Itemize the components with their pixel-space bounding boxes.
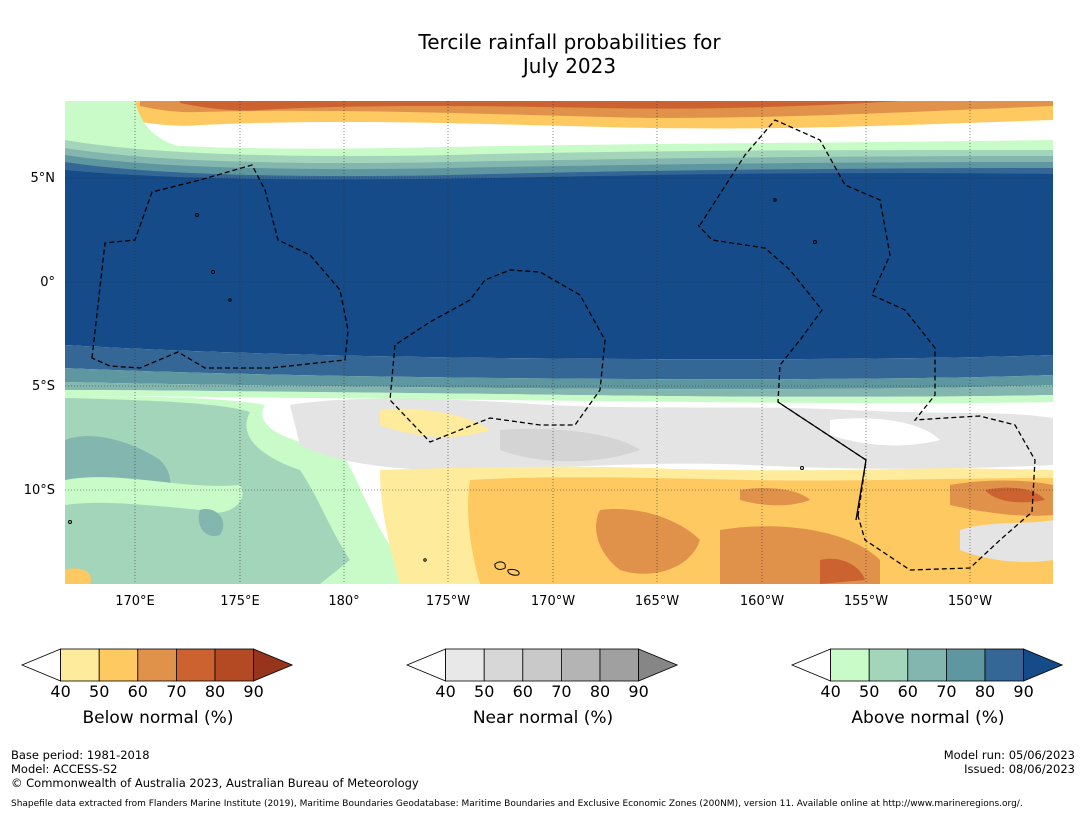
- lon-label: 160°W: [740, 594, 784, 609]
- colorbar-tick-label: 50: [89, 682, 109, 701]
- colorbar-above-normal: 40 50 60 70 80 90: [790, 648, 1064, 701]
- colorbar-tick-label: 90: [628, 682, 648, 701]
- lon-label: 175°E: [220, 594, 260, 609]
- graticule: [65, 101, 1053, 584]
- colorbar-near-normal: 40 50 60 70 80 90: [405, 648, 679, 701]
- colorbar-segment: [946, 648, 986, 682]
- colorbar-tick-label: 50: [859, 682, 879, 701]
- colorbar-tick-label: 90: [1013, 682, 1033, 701]
- lon-label: 170°W: [531, 594, 575, 609]
- colorbar-segment: [868, 648, 909, 682]
- colorbar-segment: [830, 648, 870, 682]
- colorbar-lower-extend: [20, 648, 61, 682]
- footer-left: Base period: 1981-2018 Model: ACCESS-S2 …: [11, 748, 419, 790]
- colorbar-tick-label: 80: [975, 682, 995, 701]
- colorbar-segment: [984, 648, 1024, 682]
- colorbar-upper-extend: [638, 648, 679, 682]
- colorbar-segment: [175, 648, 216, 682]
- lon-label: 170°E: [115, 594, 155, 609]
- colorbar-label-above: Above normal (%): [851, 708, 1005, 728]
- lat-label: 5°S: [32, 379, 55, 394]
- colorbar-segment: [522, 648, 562, 682]
- colorbar-tick-label: 70: [166, 682, 186, 701]
- colorbar-segment: [907, 648, 947, 682]
- lon-label: 180°: [328, 594, 359, 609]
- model-run: Model run: 05/06/2023: [943, 748, 1075, 762]
- model-name: Model: ACCESS-S2: [11, 762, 118, 776]
- lon-label: 175°W: [426, 594, 470, 609]
- colorbar-tick-label: 60: [898, 682, 918, 701]
- colorbar-segment: [483, 648, 524, 682]
- colorbar-tick-label: 70: [551, 682, 571, 701]
- lat-label: 0°: [40, 275, 55, 290]
- lon-label: 150°W: [948, 594, 992, 609]
- latitude-labels: 5°N 0° 5°S 10°S: [24, 171, 55, 498]
- colorbar-label-near: Near normal (%): [472, 708, 614, 728]
- base-period: Base period: 1981-2018: [11, 748, 150, 762]
- colorbar-label-below: Below normal (%): [82, 708, 234, 728]
- colorbar-tick-label: 40: [50, 682, 70, 701]
- colorbar-tick-label: 40: [435, 682, 455, 701]
- footer-right: Model run: 05/06/2023 Issued: 08/06/2023: [944, 748, 1075, 776]
- eez-boundaries: [91, 119, 1036, 571]
- issued-date: Issued: 08/06/2023: [964, 762, 1075, 776]
- colorbar-tick-label: 80: [590, 682, 610, 701]
- lat-label: 10°S: [24, 483, 55, 498]
- copyright: © Commonwealth of Australia 2023, Austra…: [11, 776, 419, 790]
- longitude-labels: 170°E 175°E 180° 175°W 170°W 165°W 160°W…: [115, 594, 992, 609]
- colorbar-tick-label: 70: [936, 682, 956, 701]
- colorbar-segment: [60, 648, 100, 682]
- colorbar-below-normal: 40 50 60 70 80 90: [20, 648, 294, 701]
- lat-label: 5°N: [31, 171, 56, 186]
- colorbar-segment: [214, 648, 254, 682]
- colorbar-tick-label: 50: [474, 682, 494, 701]
- colorbar-segment: [599, 648, 639, 682]
- colorbar-segment: [137, 648, 177, 682]
- probability-field: [65, 101, 1053, 584]
- colorbar-lower-extend: [790, 648, 831, 682]
- colorbar-lower-extend: [405, 648, 447, 682]
- colorbar-segment: [98, 648, 139, 682]
- title-line-1: Tercile rainfall probabilities for: [418, 30, 721, 54]
- lon-label: 165°W: [635, 594, 679, 609]
- colorbar-tick-label: 80: [205, 682, 225, 701]
- lon-label: 155°W: [844, 594, 888, 609]
- colorbar-upper-extend: [1023, 648, 1064, 682]
- shapefile-credit: Shapefile data extracted from Flanders M…: [11, 799, 1023, 809]
- colorbar-tick-label: 60: [513, 682, 533, 701]
- colorbar-tick-label: 90: [243, 682, 263, 701]
- colorbar-segment: [445, 648, 485, 682]
- colorbar-segment: [561, 648, 601, 682]
- eez-solid-boundary: [777, 401, 867, 521]
- title-line-2: July 2023: [522, 54, 617, 78]
- colorbar-tick-label: 40: [820, 682, 840, 701]
- colorbar-upper-extend: [253, 648, 294, 682]
- islands: [68, 198, 817, 576]
- colorbar-tick-label: 60: [128, 682, 148, 701]
- map-title: Tercile rainfall probabilities for July …: [0, 30, 1085, 78]
